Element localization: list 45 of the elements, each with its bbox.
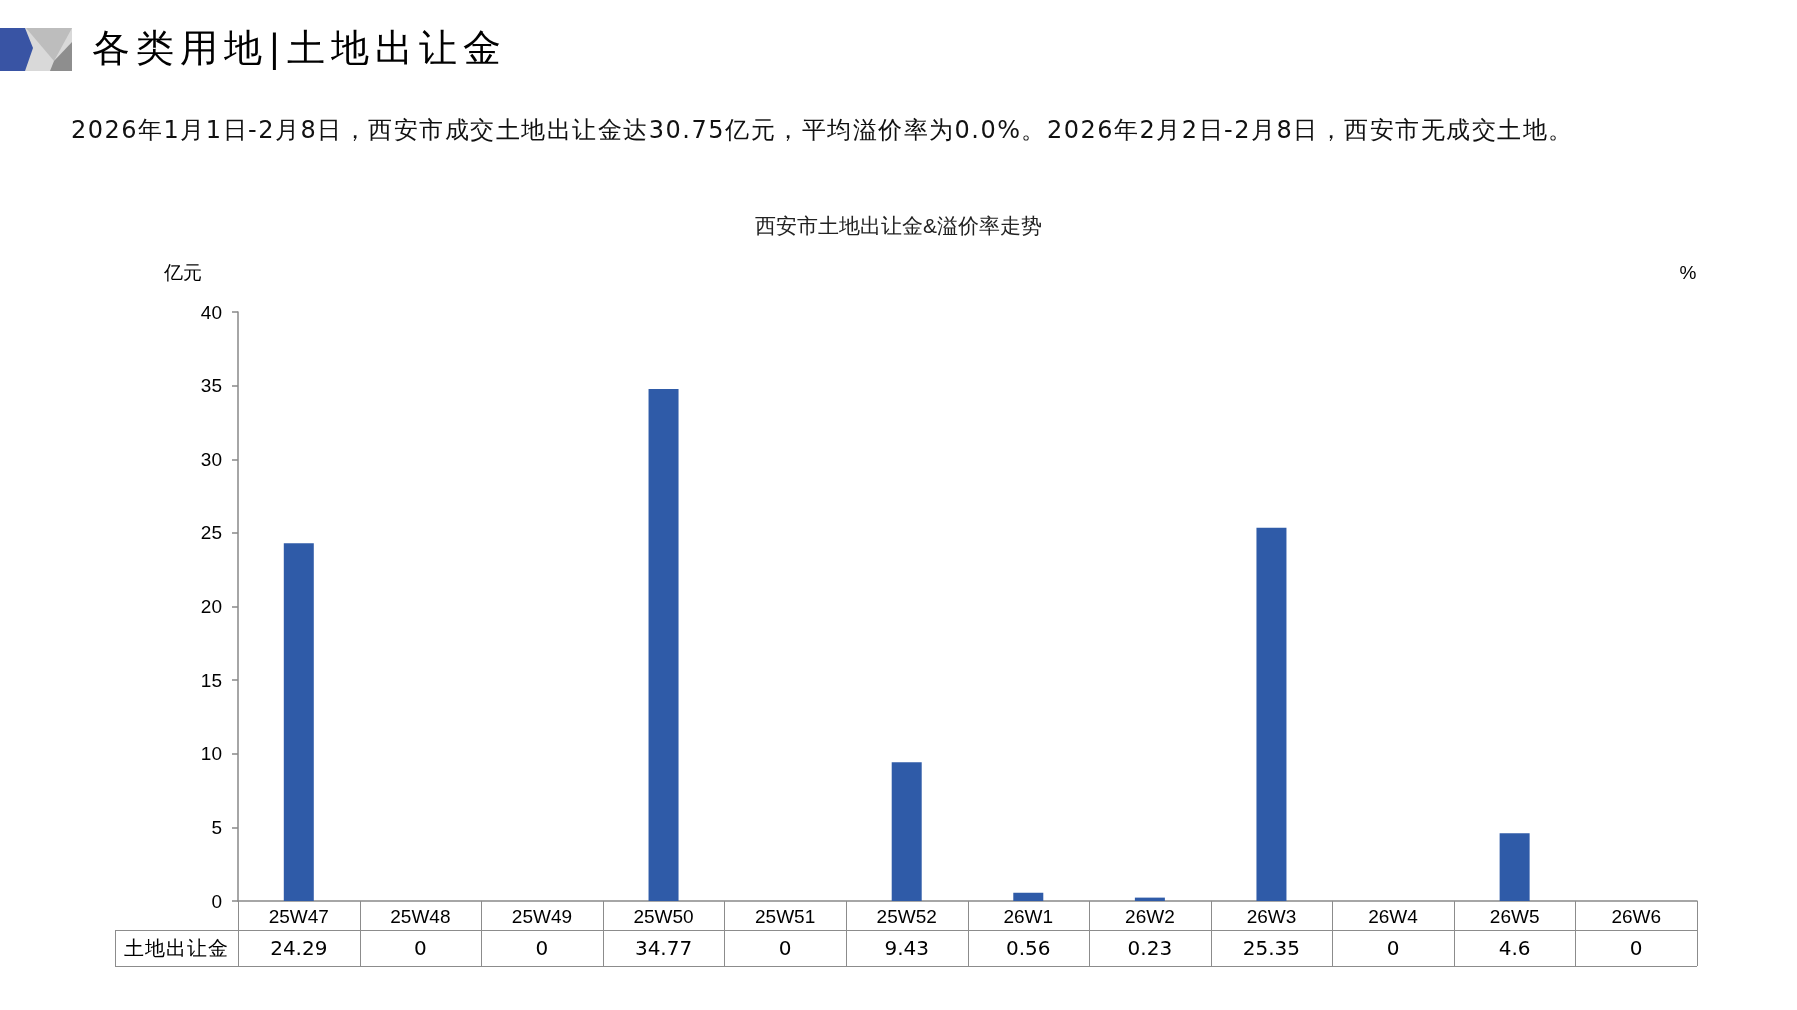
y-tick-label: 15 [200, 669, 222, 691]
x-tick-label: 25W52 [876, 906, 937, 927]
y-tick-label: 40 [200, 301, 222, 323]
y-tick-label: 35 [200, 375, 222, 397]
data-label: 0.56 [1005, 936, 1052, 960]
data-label: 0 [413, 936, 428, 960]
y-tick-label: 5 [211, 816, 222, 838]
bar [283, 543, 314, 901]
data-label: 0 [534, 936, 550, 960]
data-label: 24.29 [269, 936, 329, 960]
bar [1256, 527, 1287, 901]
x-tick-label: 26W5 [1489, 906, 1540, 927]
data-label: 9.43 [883, 936, 930, 960]
data-label: 0 [777, 936, 793, 960]
x-tick-label: 25W47 [268, 906, 329, 927]
y-tick-label: 30 [200, 448, 222, 470]
y-tick-label: 25 [200, 522, 222, 544]
data-label: 34.77 [633, 936, 694, 960]
x-tick-label: 25W50 [633, 906, 694, 927]
text: 土地出让金 [123, 936, 230, 960]
data-label: 0 [1385, 936, 1401, 960]
x-tick-label: 25W48 [390, 906, 451, 927]
bar [648, 389, 679, 901]
bar [1499, 833, 1530, 901]
bar [1013, 892, 1044, 901]
y-tick-label: 10 [200, 743, 222, 765]
y-tick-label: 0 [211, 890, 222, 912]
y2-axis-title: % [1679, 262, 1697, 283]
x-tick-label: 25W49 [511, 906, 573, 927]
data-label: 25.35 [1241, 936, 1302, 960]
x-tick-label: 25W51 [755, 906, 816, 927]
text: 各类用地|土地出让金 [92, 25, 507, 72]
data-label: 4.6 [1497, 936, 1532, 960]
data-label: 0.23 [1126, 936, 1174, 960]
data-label: 0 [1628, 936, 1644, 960]
x-tick-label: 26W2 [1125, 906, 1175, 927]
chart-title: 西安市土地出让金&溢价率走势 [754, 214, 1043, 237]
y-tick-label: 20 [200, 596, 222, 617]
y-axis-title: 亿元 [163, 262, 202, 283]
bar [891, 762, 922, 901]
x-tick-label: 26W4 [1368, 906, 1419, 927]
chart-subtitle: 2026年1月1日-2月8日，西安市成交土地出让金达30.75亿元，平均溢价率为0.0%。2026年2月2日-2月8日，西安市无成交土地。 [71, 115, 1574, 145]
x-tick-label: 26W6 [1611, 906, 1662, 927]
x-tick-label: 26W1 [1003, 906, 1054, 927]
x-tick-label: 26W3 [1246, 906, 1297, 927]
